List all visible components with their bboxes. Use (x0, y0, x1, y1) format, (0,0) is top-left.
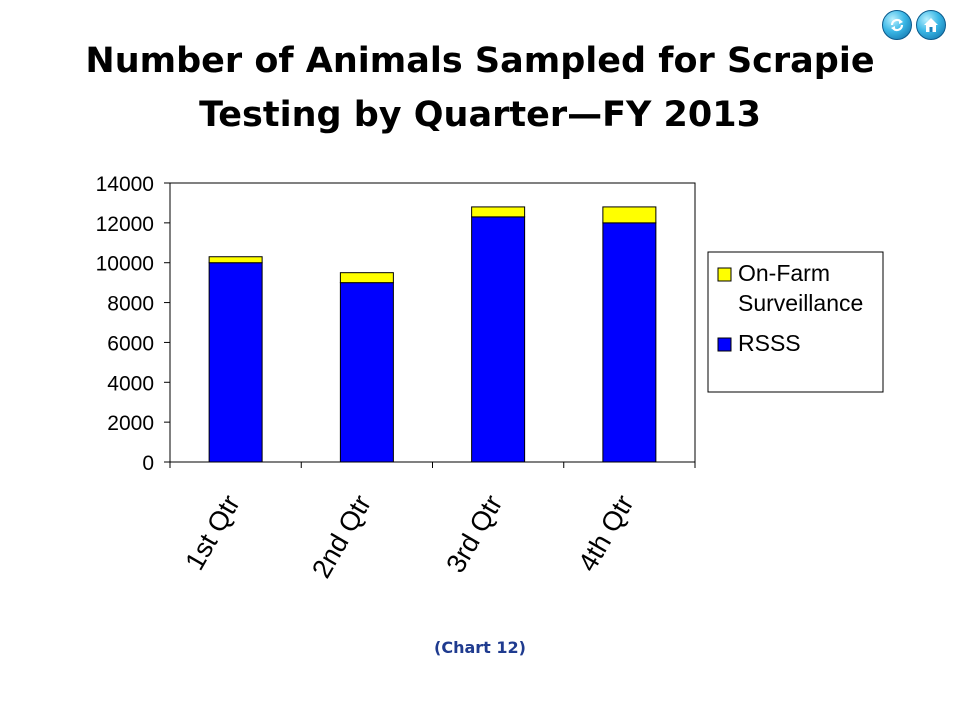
bar-on-farm-surveillance-1 (208, 256, 263, 264)
home-button[interactable] (916, 10, 946, 40)
legend-swatch (717, 337, 732, 352)
refresh-button[interactable] (882, 10, 912, 40)
x-category-label: 4th Qtr (572, 490, 639, 576)
x-category-label: 1st Qtr (179, 490, 245, 575)
y-tick-label: 14000 (96, 173, 154, 196)
home-icon (924, 18, 938, 32)
y-tick-label: 12000 (96, 213, 154, 236)
refresh-icon (890, 18, 904, 32)
x-category-label: 3rd Qtr (440, 490, 508, 578)
x-category-label: 2nd Qtr (306, 490, 377, 583)
y-tick-label: 8000 (107, 293, 154, 316)
y-tick-label: 0 (142, 452, 154, 475)
y-tick-label: 4000 (107, 372, 154, 395)
y-tick-label: 2000 (107, 412, 154, 435)
chart-title-line-2: Testing by Quarter—FY 2013 (199, 95, 761, 135)
bar-on-farm-surveillance-4 (602, 206, 657, 224)
legend-box (707, 251, 884, 393)
bar-rsss-4 (602, 222, 657, 463)
bar-rsss-3 (471, 216, 526, 463)
legend-label: RSSS (738, 330, 801, 356)
chart-title-line-1: Number of Animals Sampled for Scrapie (85, 41, 875, 81)
y-tick-label: 10000 (96, 253, 154, 276)
bar-on-farm-surveillance-2 (339, 272, 394, 284)
legend-label: Surveillance (738, 290, 863, 316)
bar-rsss-1 (208, 262, 263, 463)
y-tick-label: 6000 (107, 332, 154, 355)
bar-rsss-2 (339, 282, 394, 463)
chart-caption: (Chart 12) (434, 638, 526, 657)
bar-on-farm-surveillance-3 (471, 206, 526, 218)
legend-swatch (717, 267, 732, 282)
chart-title: Number of Animals Sampled for Scrapie Te… (40, 34, 920, 142)
legend-label: On-Farm (738, 260, 830, 286)
